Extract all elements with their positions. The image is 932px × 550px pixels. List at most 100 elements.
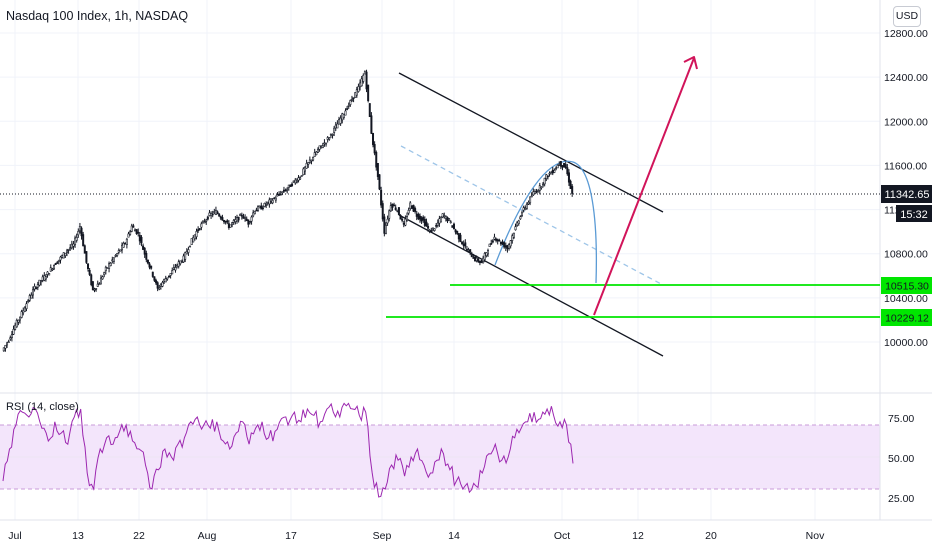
candle-body	[289, 184, 292, 188]
candle-body	[498, 239, 501, 242]
candle-body	[404, 218, 407, 226]
candle-body	[75, 237, 78, 241]
candle-body	[365, 71, 368, 90]
candle-body	[548, 172, 551, 175]
candle-body	[268, 199, 271, 205]
candle-body	[490, 242, 493, 245]
candle-body	[422, 216, 425, 221]
candle-body	[266, 201, 269, 204]
candle-body	[20, 311, 23, 318]
candle-body	[556, 164, 559, 169]
candle-body	[279, 193, 282, 196]
candle-body	[7, 341, 10, 343]
candle-body	[180, 261, 183, 263]
chart-title: Nasdaq 100 Index, 1h, NASDAQ	[6, 9, 189, 23]
candle-body	[499, 241, 502, 245]
candle-body	[137, 231, 140, 234]
candle-body	[304, 166, 307, 172]
candle-body	[420, 217, 423, 222]
candle-body	[51, 268, 54, 271]
candle-body	[427, 226, 430, 229]
candle-body	[177, 261, 180, 267]
price-tick-label: 10000.00	[884, 337, 928, 349]
candle-body	[104, 266, 107, 272]
candle-body	[59, 256, 62, 261]
candle-body	[213, 211, 216, 213]
candle-body	[418, 215, 421, 220]
candle-body	[224, 220, 227, 223]
candle-body	[28, 295, 31, 301]
candle-body	[242, 216, 245, 219]
candle-body	[197, 229, 200, 231]
candle-body	[80, 227, 83, 237]
projection-arrow[interactable]	[593, 57, 695, 316]
candle-body	[176, 264, 179, 267]
candle-body	[338, 119, 341, 125]
candle-body	[211, 213, 214, 216]
candle-body	[553, 169, 556, 173]
candle-body	[214, 210, 217, 215]
candle-body	[495, 238, 498, 241]
candle-body	[363, 71, 366, 75]
candle-body	[143, 247, 146, 255]
candle-body	[399, 215, 402, 220]
candle-body	[383, 216, 386, 234]
candle-body	[103, 272, 106, 276]
time-tick-label: 12	[632, 530, 644, 542]
candle-body	[501, 241, 504, 245]
candle-body	[57, 259, 60, 262]
candle-body	[90, 274, 93, 285]
candle-body	[295, 180, 298, 183]
candle-body	[571, 186, 574, 194]
candle-body	[284, 189, 287, 192]
candle-body	[412, 204, 415, 212]
arc-projection[interactable]	[494, 160, 597, 284]
candle-body	[261, 207, 264, 210]
candle-body	[150, 265, 153, 269]
candle-body	[307, 162, 310, 165]
price-grid	[0, 0, 880, 520]
candle-body	[355, 89, 358, 96]
candle-body	[258, 205, 261, 209]
candle-body	[470, 254, 473, 258]
candle-body	[407, 210, 410, 214]
candle-body	[192, 237, 195, 243]
candle-body	[566, 167, 569, 175]
channel-upper-line[interactable]	[398, 72, 664, 213]
candle-body	[532, 191, 535, 196]
candle-body	[341, 113, 344, 121]
candle-body	[138, 235, 141, 242]
dashed-trend-line[interactable]	[400, 145, 664, 286]
candle-body	[235, 217, 238, 222]
candle-body	[376, 163, 379, 177]
candle-body	[569, 180, 572, 189]
candle-body	[483, 253, 486, 260]
candle-body	[271, 200, 274, 204]
candle-body	[108, 263, 111, 269]
candle-body	[441, 213, 444, 218]
candle-body	[155, 280, 158, 284]
candle-body	[286, 188, 289, 191]
candle-body	[472, 257, 475, 259]
currency-button[interactable]: USD	[893, 6, 921, 27]
candle-body	[223, 219, 226, 223]
candle-body	[508, 244, 511, 249]
candle-body	[488, 243, 491, 247]
candle-body	[9, 337, 12, 340]
candle-body	[519, 216, 522, 220]
candle-body	[344, 110, 347, 116]
candle-body	[153, 276, 156, 281]
candle-body	[537, 190, 540, 193]
candle-body	[451, 225, 454, 228]
candle-body	[310, 159, 313, 162]
candle-body	[380, 189, 383, 206]
candle-body	[190, 238, 193, 245]
candle-body	[386, 218, 389, 224]
rsi-tick-label: 25.00	[888, 493, 914, 505]
candle-body	[378, 174, 381, 190]
candle-body	[130, 225, 133, 232]
candle-body	[423, 219, 426, 226]
candle-body	[308, 159, 311, 163]
candle-body	[396, 209, 399, 212]
